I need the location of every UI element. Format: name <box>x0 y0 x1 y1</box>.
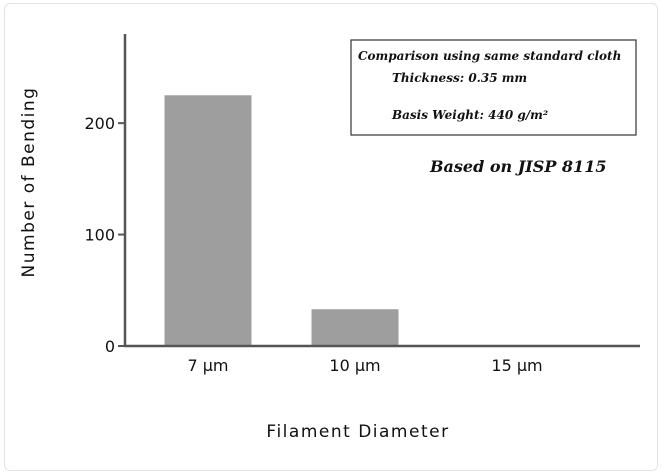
annotation-box-thickness: Thickness: 0.35 mm <box>392 71 527 85</box>
x-tick-label: 7 μm <box>187 356 228 375</box>
chart-frame <box>4 3 658 471</box>
annotation-box-basis-weight: Basis Weight: 440 g/m² <box>391 108 548 122</box>
y-tick-label: 0 <box>105 337 115 356</box>
x-ticks-group: 7 μm 10 μm 15 μm <box>187 356 542 375</box>
x-tick-label: 10 μm <box>329 356 380 375</box>
y-ticks-group: 0 100 200 <box>84 114 125 356</box>
bars-group <box>164 95 399 347</box>
y-tick-label: 100 <box>84 226 115 245</box>
bar-2 <box>311 309 399 346</box>
y-axis-title: Number of Bending <box>19 87 39 278</box>
bar-1 <box>164 95 252 347</box>
y-tick-label: 200 <box>84 114 115 133</box>
x-axis-title: Filament Diameter <box>266 422 449 442</box>
x-tick-label: 15 μm <box>491 356 542 375</box>
annotation-box <box>350 39 637 136</box>
annotation-standard: Based on JISP 8115 <box>429 157 606 176</box>
annotation-box-title: Comparison using same standard cloth <box>358 49 621 63</box>
